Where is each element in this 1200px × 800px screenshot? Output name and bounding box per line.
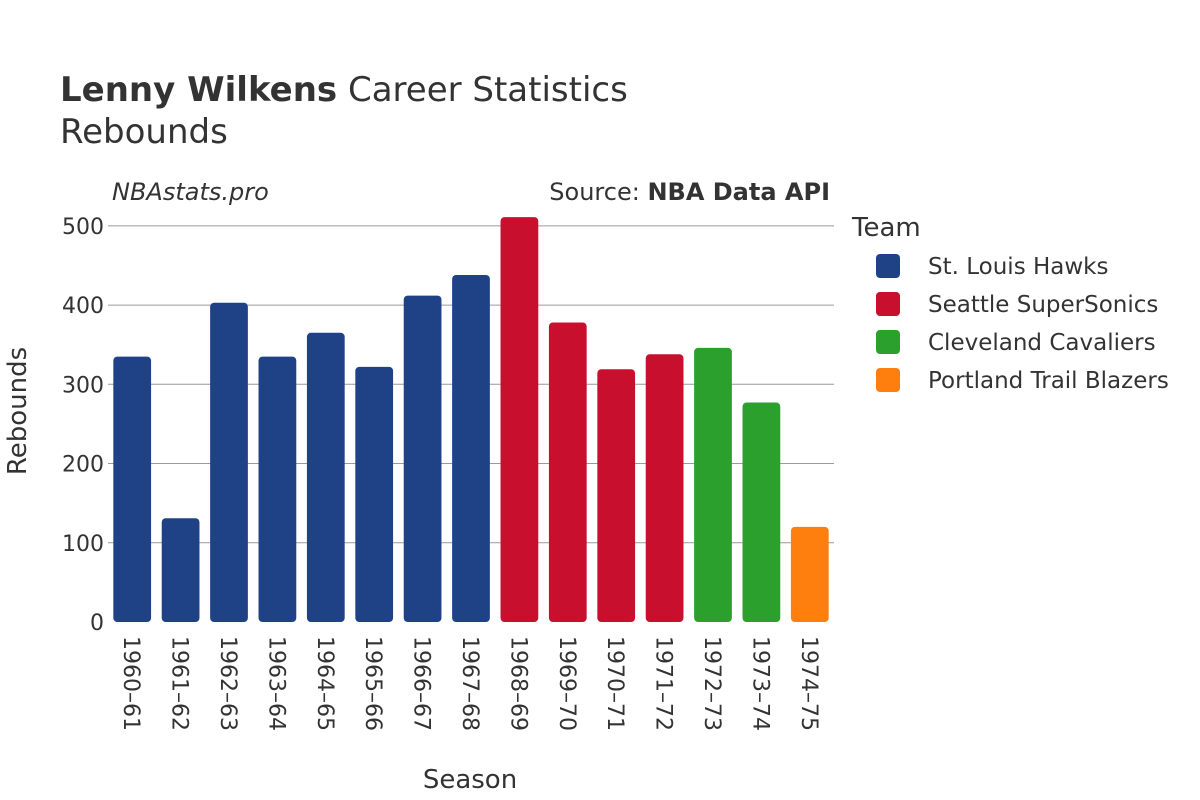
bar <box>597 369 636 622</box>
bar <box>306 332 345 622</box>
y-tick-label: 0 <box>90 611 104 636</box>
title-player-name: Lenny Wilkens <box>60 70 338 110</box>
legend-swatch <box>876 330 900 354</box>
x-tick-label: 1969–70 <box>554 636 579 731</box>
chart-subtitle: Rebounds <box>60 112 228 152</box>
y-tick-label: 200 <box>62 453 104 478</box>
legend-entry: Cleveland Cavaliers <box>928 330 1156 356</box>
y-tick-label: 400 <box>62 294 104 319</box>
x-tick-label: 1965–66 <box>360 636 385 731</box>
bar <box>355 366 394 622</box>
source-prefix: Source: <box>549 178 647 206</box>
x-tick-label: 1971–72 <box>651 636 676 731</box>
x-tick-label: 1962–63 <box>215 636 240 731</box>
bar <box>210 302 248 622</box>
x-tick-labels: 1960–61 1961–62 1962–63 1963–64 1964–65 1965–… <box>118 636 821 731</box>
bar <box>790 526 829 622</box>
bar <box>452 274 490 622</box>
legend-entry: Seattle SuperSonics <box>928 292 1158 318</box>
title-rest: Career Statistics <box>347 70 628 110</box>
bar <box>500 217 539 622</box>
y-tick-label: 100 <box>62 532 104 557</box>
x-tick-label: 1960–61 <box>118 636 143 731</box>
bar <box>258 356 297 622</box>
x-tick-label: 1967–68 <box>457 636 482 731</box>
legend-swatch <box>876 368 900 392</box>
x-tick-label: 1974–75 <box>796 636 821 731</box>
bar <box>645 354 684 622</box>
legend-entry: St. Louis Hawks <box>928 254 1109 280</box>
legend-entry: Portland Trail Blazers <box>928 368 1169 394</box>
x-tick-label: 1970–71 <box>602 636 627 731</box>
legend-swatch <box>876 254 900 278</box>
legend-swatch <box>876 292 900 316</box>
source-name: NBA Data API <box>647 178 830 206</box>
x-axis-label: Season <box>423 765 517 795</box>
legend: Team St. Louis Hawks Seattle SuperSonics C… <box>851 213 1169 394</box>
x-tick-label: 1963–64 <box>263 636 288 731</box>
x-tick-label: 1968–69 <box>505 636 530 731</box>
x-tick-label: 1966–67 <box>409 636 434 731</box>
legend-title: Team <box>851 213 921 243</box>
bar <box>403 295 442 622</box>
bar <box>694 347 732 622</box>
y-tick-labels: 0 100 200 300 400 500 <box>62 215 104 636</box>
y-axis-label: Rebounds <box>3 347 33 475</box>
x-tick-label: 1961–62 <box>167 636 192 731</box>
chart-title: Lenny Wilkens Career Statistics <box>60 68 628 112</box>
bar <box>113 356 152 622</box>
site-label: NBAstats.pro <box>112 178 269 206</box>
bar <box>161 518 200 622</box>
bar <box>548 322 587 622</box>
bars-group <box>113 217 829 622</box>
y-tick-label: 300 <box>62 373 104 398</box>
bar <box>742 402 781 622</box>
x-tick-label: 1964–65 <box>312 636 337 731</box>
x-tick-label: 1972–73 <box>699 636 724 731</box>
source-label: Source: NBA Data API <box>549 178 830 206</box>
y-tick-label: 500 <box>62 215 104 240</box>
x-tick-label: 1973–74 <box>747 636 772 731</box>
